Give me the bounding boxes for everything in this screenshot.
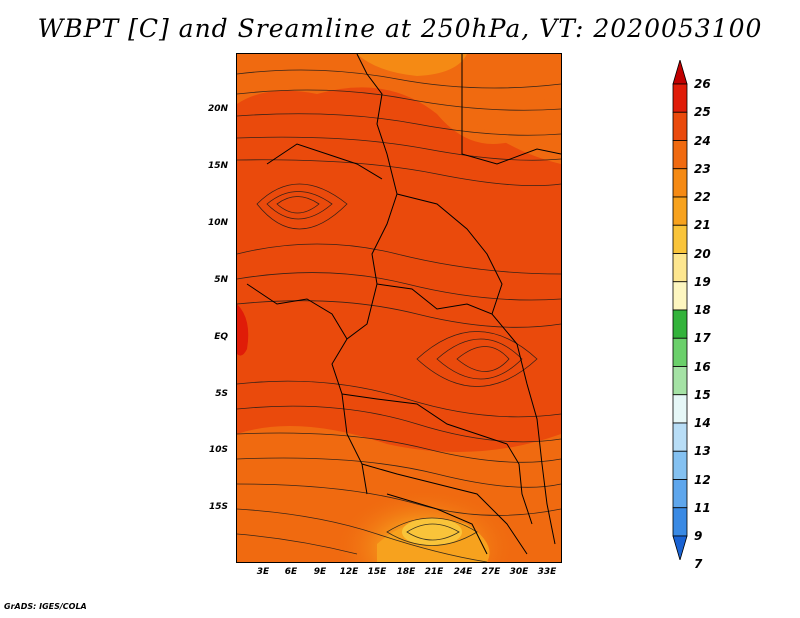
colorbar-label: 22	[694, 190, 711, 204]
colorbar-label: 23	[694, 161, 711, 176]
lon-label-9e: 9E	[313, 567, 327, 577]
lat-label-5n: 5N	[214, 275, 228, 285]
colorbar-swatch	[672, 168, 688, 198]
colorbar-label: 26	[694, 77, 711, 91]
colorbar-label: 17	[694, 331, 711, 346]
lat-label-10n: 10N	[207, 218, 228, 228]
colorbar-swatch	[672, 507, 688, 537]
colorbar-label: 7	[694, 557, 703, 572]
colorbar-label: 15	[694, 387, 711, 402]
lat-label-5s: 5S	[215, 389, 228, 399]
colorbar-label: 9	[694, 529, 703, 543]
lat-label-eq: EQ	[214, 332, 228, 342]
colorbar-label: 20	[694, 246, 711, 261]
colorbar-swatch	[672, 253, 688, 283]
colorbar-label: 11	[694, 500, 711, 515]
lon-label-21e: 21E	[424, 567, 444, 577]
lon-label-30e: 30E	[509, 567, 529, 577]
colorbar-top-arrow	[672, 60, 688, 85]
colorbar-label: 24	[694, 133, 711, 148]
lat-label-20n: 20N	[207, 104, 228, 114]
country-borders	[246, 54, 561, 555]
colorbar-swatch	[672, 140, 688, 170]
lon-label-18e: 18E	[396, 567, 416, 577]
colorbar-swatch	[672, 366, 688, 396]
fill-west-red	[237, 304, 249, 356]
colorbar-swatch	[672, 224, 688, 254]
lat-label-10s: 10S	[208, 445, 228, 455]
colorbar-label: 16	[694, 359, 711, 374]
fill-south-yellow	[402, 518, 462, 546]
lon-label-6e: 6E	[284, 567, 298, 577]
colorbar-swatch	[672, 394, 688, 424]
lon-label-27e: 27E	[481, 567, 501, 577]
lon-label-12e: 12E	[339, 567, 359, 577]
colorbar-label: 19	[694, 274, 711, 289]
chart-title: WBPT [C] and Sreamline at 250hPa, VT: 20…	[37, 14, 763, 43]
lat-label-15s: 15S	[208, 502, 228, 512]
lat-label-15n: 15N	[207, 161, 228, 171]
fill-northeast	[457, 84, 561, 164]
map-panel	[236, 53, 562, 563]
fill-north-pale	[357, 54, 467, 76]
colorbar-swatch	[672, 479, 688, 509]
lon-label-15e: 15E	[367, 567, 387, 577]
lon-label-24e: 24E	[453, 567, 473, 577]
colorbar-label: 25	[694, 105, 711, 120]
colorbar-swatch	[672, 111, 688, 141]
colorbar-swatch	[672, 337, 688, 367]
colorbar-swatch	[672, 281, 688, 311]
colorbar-label: 12	[694, 472, 711, 487]
lon-label-3e: 3E	[256, 567, 270, 577]
colorbar-label: 14	[694, 416, 711, 430]
colorbar-label: 18	[694, 303, 711, 317]
colorbar-swatch	[672, 309, 688, 339]
colorbar-swatch	[672, 422, 688, 452]
colorbar-label: 21	[694, 218, 711, 233]
colorbar-bottom-arrow	[672, 535, 688, 560]
lon-label-33e: 33E	[537, 567, 557, 577]
colorbar-swatch	[672, 83, 688, 113]
footer-credit: GrADS: IGES/COLA	[4, 602, 87, 611]
colorbar-label: 13	[694, 444, 711, 459]
map-canvas	[237, 54, 561, 562]
colorbar	[672, 60, 688, 560]
colorbar-swatch	[672, 450, 688, 480]
colorbar-swatch	[672, 196, 688, 226]
